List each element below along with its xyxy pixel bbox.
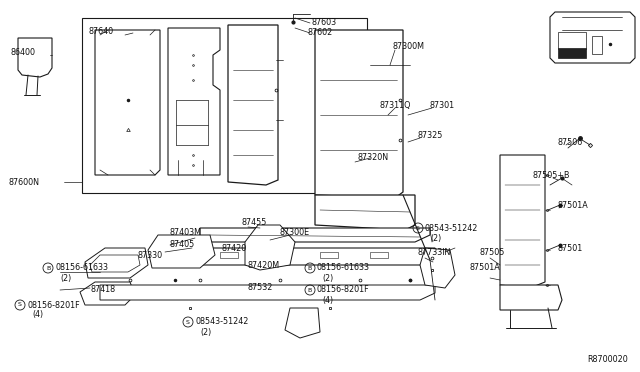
Polygon shape (148, 235, 215, 268)
Text: 87506: 87506 (558, 138, 583, 147)
Polygon shape (500, 155, 545, 288)
Text: 87733IN: 87733IN (418, 247, 451, 257)
Text: 87300E: 87300E (280, 228, 310, 237)
Text: 87418: 87418 (90, 285, 115, 295)
Text: 08543-51242: 08543-51242 (425, 224, 478, 232)
Text: 86400: 86400 (10, 48, 35, 57)
Text: 87403M: 87403M (170, 228, 202, 237)
Text: (4): (4) (32, 311, 43, 320)
Bar (370, 252, 388, 258)
Polygon shape (85, 248, 148, 278)
Bar (558, 48, 586, 58)
Text: 87640: 87640 (88, 26, 113, 35)
Polygon shape (550, 12, 635, 63)
Text: (2): (2) (322, 273, 333, 282)
Bar (558, 32, 586, 49)
Polygon shape (200, 228, 430, 242)
Text: 87455: 87455 (242, 218, 268, 227)
Text: (2): (2) (430, 234, 441, 243)
Polygon shape (18, 38, 52, 77)
Text: B: B (46, 266, 50, 270)
Polygon shape (90, 255, 140, 272)
Text: 08156-8201F: 08156-8201F (317, 285, 370, 295)
Polygon shape (175, 245, 435, 265)
Text: 08156-8201F: 08156-8201F (27, 301, 79, 310)
Bar (320, 252, 338, 258)
Bar (82, 18, 367, 193)
Text: 87330: 87330 (138, 250, 163, 260)
Polygon shape (228, 25, 278, 185)
Text: (4): (4) (322, 295, 333, 305)
Text: 87603: 87603 (312, 17, 337, 26)
Text: 87602: 87602 (308, 28, 333, 36)
Text: S: S (18, 302, 22, 308)
Text: 87505: 87505 (480, 247, 506, 257)
Polygon shape (285, 308, 320, 338)
Text: S: S (416, 225, 420, 231)
Text: 87320N: 87320N (358, 153, 389, 161)
Polygon shape (420, 248, 455, 288)
Text: 87420M: 87420M (248, 260, 280, 269)
Polygon shape (80, 282, 135, 305)
Polygon shape (500, 285, 562, 310)
Text: (2): (2) (60, 273, 71, 282)
Polygon shape (315, 195, 415, 230)
Text: S: S (186, 320, 190, 324)
Text: 87311Q: 87311Q (380, 100, 412, 109)
Text: 87600N: 87600N (8, 177, 39, 186)
Text: (2): (2) (200, 327, 211, 337)
Text: 87405: 87405 (170, 240, 195, 248)
Polygon shape (100, 285, 435, 300)
Text: B: B (308, 288, 312, 292)
Text: 87325: 87325 (418, 131, 444, 140)
Polygon shape (245, 225, 295, 270)
Text: 87300M: 87300M (393, 42, 425, 51)
Text: 87301: 87301 (430, 100, 455, 109)
Polygon shape (168, 28, 220, 175)
Polygon shape (95, 30, 160, 175)
Polygon shape (315, 30, 403, 198)
Text: 08156-61633: 08156-61633 (55, 263, 108, 273)
Text: 87420: 87420 (222, 244, 247, 253)
Text: 87532: 87532 (248, 283, 273, 292)
Bar (270, 252, 288, 258)
Text: B: B (308, 266, 312, 270)
Text: R8700020: R8700020 (588, 356, 628, 365)
Text: 08543-51242: 08543-51242 (195, 317, 248, 327)
Bar (220, 252, 238, 258)
Text: 08156-61633: 08156-61633 (317, 263, 370, 273)
Text: 87505+B: 87505+B (533, 170, 570, 180)
Bar (592, 36, 602, 54)
Text: 87501A: 87501A (558, 201, 589, 209)
Text: 87501A: 87501A (470, 263, 500, 273)
Text: 87501: 87501 (558, 244, 583, 253)
